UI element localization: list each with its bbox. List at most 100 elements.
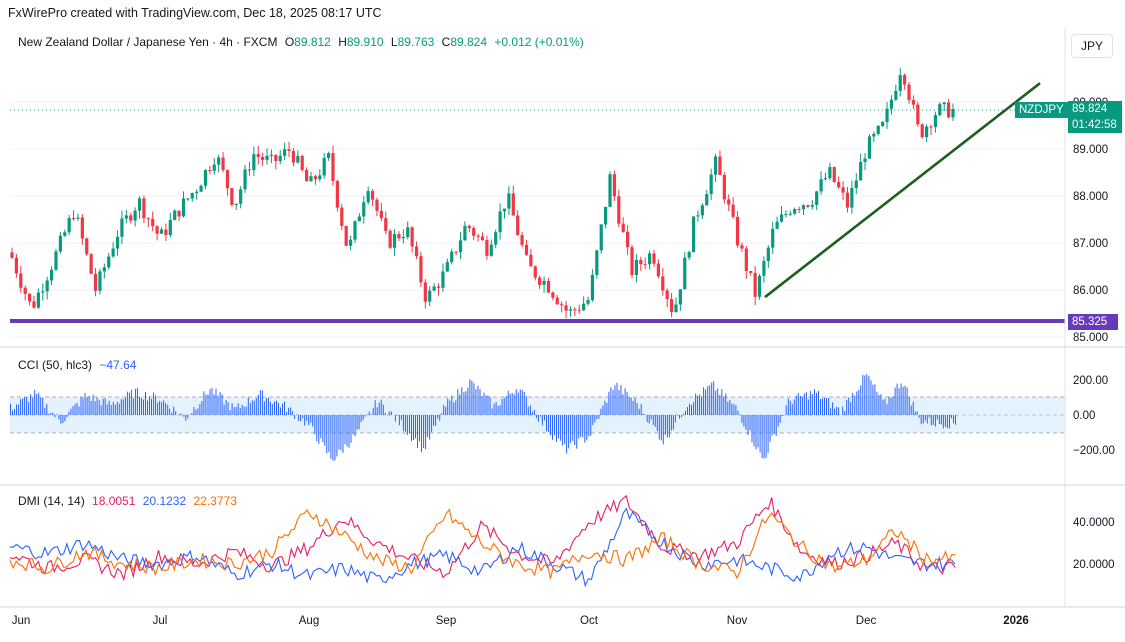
candle-body xyxy=(186,198,190,200)
candle-body xyxy=(392,234,397,248)
candle-body xyxy=(283,149,287,156)
cci-tick-label: 200.00 xyxy=(1073,375,1108,387)
candle-body xyxy=(538,277,542,285)
candle-body xyxy=(647,253,652,265)
candle-body xyxy=(731,204,735,217)
candle-body xyxy=(353,221,357,240)
trendline xyxy=(764,82,1041,299)
candle-body xyxy=(854,180,858,189)
dmi-minus-value: 20.1232 xyxy=(142,494,187,508)
candle-body xyxy=(903,75,907,85)
cci-histogram xyxy=(10,374,956,461)
candle-body xyxy=(212,164,216,171)
candle-body xyxy=(344,225,348,246)
candle-body xyxy=(348,239,353,246)
candle-body xyxy=(133,210,137,221)
candle-body xyxy=(529,254,533,267)
candle-body xyxy=(247,169,252,171)
candle-body xyxy=(907,84,911,101)
candle-body xyxy=(656,263,660,277)
low-label: L xyxy=(390,35,398,49)
candle-body xyxy=(423,282,427,302)
price-tick-label: 88.000 xyxy=(1073,191,1108,203)
candle-body xyxy=(137,198,142,211)
candle-body xyxy=(432,286,436,291)
candle-body xyxy=(617,196,621,224)
candle-body xyxy=(828,167,832,179)
candle-body xyxy=(80,217,84,239)
candle-body xyxy=(951,108,955,118)
time-tick-label: Jul xyxy=(153,615,168,627)
candle-body xyxy=(942,102,946,105)
cci-axis: 200.00 0.00 −200.00 xyxy=(1073,375,1115,457)
candle-body xyxy=(762,261,766,276)
candle-body xyxy=(32,301,36,308)
open-value: 89.812 xyxy=(294,35,331,49)
candle-body xyxy=(845,192,850,208)
candle-body xyxy=(806,205,810,207)
candle-body xyxy=(287,149,291,151)
candle-body xyxy=(494,232,498,245)
candle-body xyxy=(256,154,260,157)
candle-body xyxy=(608,174,612,207)
candle-body xyxy=(568,309,573,311)
price-tag-value: 89.824 xyxy=(1068,101,1122,117)
dmi-axis: 40.0000 20.0000 xyxy=(1073,517,1115,571)
candle-body xyxy=(947,102,951,118)
candle-body xyxy=(428,290,432,302)
candle-body xyxy=(630,247,634,276)
candle-body xyxy=(467,225,471,229)
candle-body xyxy=(881,122,885,126)
currency-button[interactable]: JPY xyxy=(1071,34,1113,58)
candle-body xyxy=(14,257,18,274)
candle-body xyxy=(687,252,691,258)
candle-body xyxy=(177,210,181,217)
candle-body xyxy=(700,205,704,216)
candle-body xyxy=(49,269,54,281)
candle-body xyxy=(370,191,375,200)
candles xyxy=(10,68,955,319)
candle-body xyxy=(41,291,45,293)
candle-body xyxy=(239,189,243,204)
candle-body xyxy=(261,156,265,160)
candle-body xyxy=(406,227,410,238)
time-tick-label: Aug xyxy=(299,615,319,627)
candle-body xyxy=(691,216,696,253)
candle-body xyxy=(151,218,155,227)
candle-body xyxy=(414,246,419,257)
price-tag-countdown: 01:42:58 xyxy=(1068,117,1122,133)
candle-body xyxy=(507,193,511,209)
candle-body xyxy=(511,193,515,216)
candle-body xyxy=(217,157,221,165)
candle-body xyxy=(819,179,823,192)
candle-body xyxy=(661,276,665,291)
candle-body xyxy=(929,126,933,128)
candle-body xyxy=(823,178,828,180)
candle-body xyxy=(173,210,177,221)
dmi-series-line xyxy=(9,508,956,580)
candle-body xyxy=(85,238,89,255)
candle-body xyxy=(560,304,564,306)
time-tick-label: Nov xyxy=(727,615,748,627)
candle-body xyxy=(322,157,326,176)
candle-body xyxy=(753,272,757,297)
symbol-legend: New Zealand Dollar / Japanese Yen · 4h ·… xyxy=(18,35,584,49)
candle-body xyxy=(221,157,225,171)
dmi-plus-value: 18.0051 xyxy=(92,494,136,508)
candle-body xyxy=(735,216,740,246)
candle-body xyxy=(463,225,467,241)
candle-body xyxy=(867,136,872,159)
candle-body xyxy=(124,215,128,219)
candle-body xyxy=(10,252,14,258)
dmi-legend: DMI (14, 14) 18.0051 20.1232 22.3773 xyxy=(18,494,237,508)
candle-body xyxy=(23,287,27,294)
candle-body xyxy=(335,181,339,208)
candle-body xyxy=(472,228,476,236)
candle-body xyxy=(542,281,546,285)
candle-body xyxy=(401,237,405,239)
low-value: 89.763 xyxy=(397,35,435,49)
price-tag-ticker: NZDJPY xyxy=(1015,102,1068,118)
candle-body xyxy=(678,289,682,305)
